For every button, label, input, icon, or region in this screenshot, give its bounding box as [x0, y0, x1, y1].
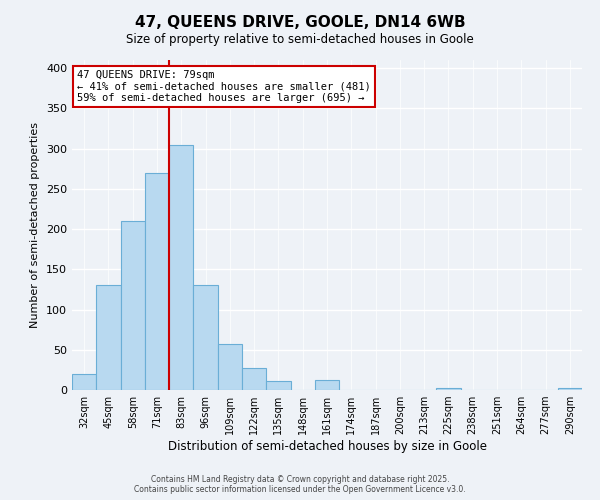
X-axis label: Distribution of semi-detached houses by size in Goole: Distribution of semi-detached houses by … — [167, 440, 487, 453]
Text: 47, QUEENS DRIVE, GOOLE, DN14 6WB: 47, QUEENS DRIVE, GOOLE, DN14 6WB — [134, 15, 466, 30]
Bar — [169, 144, 193, 390]
Bar — [72, 374, 96, 390]
Bar — [145, 172, 169, 390]
Text: 47 QUEENS DRIVE: 79sqm
← 41% of semi-detached houses are smaller (481)
59% of se: 47 QUEENS DRIVE: 79sqm ← 41% of semi-det… — [77, 70, 371, 103]
Text: Contains HM Land Registry data © Crown copyright and database right 2025.
Contai: Contains HM Land Registry data © Crown c… — [134, 474, 466, 494]
Bar — [193, 286, 218, 390]
Bar — [96, 286, 121, 390]
Bar — [436, 388, 461, 390]
Bar — [266, 381, 290, 390]
Bar — [121, 221, 145, 390]
Y-axis label: Number of semi-detached properties: Number of semi-detached properties — [31, 122, 40, 328]
Bar — [558, 388, 582, 390]
Bar — [242, 368, 266, 390]
Bar — [315, 380, 339, 390]
Bar — [218, 344, 242, 390]
Text: Size of property relative to semi-detached houses in Goole: Size of property relative to semi-detach… — [126, 32, 474, 46]
